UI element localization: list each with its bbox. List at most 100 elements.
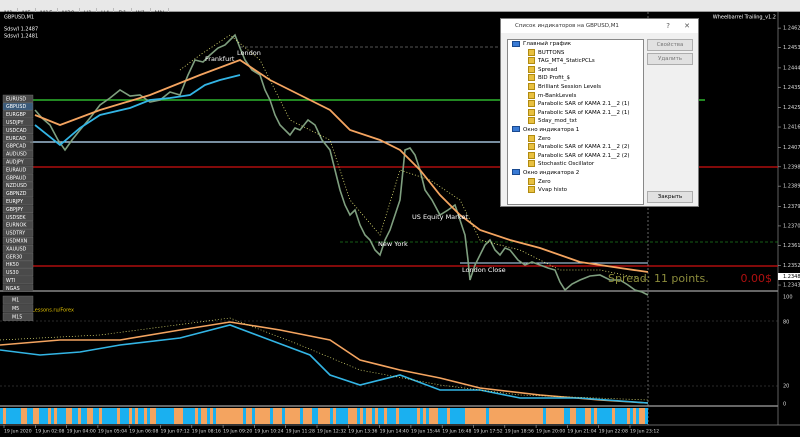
histogram-bar <box>219 408 222 424</box>
symbol-button[interactable]: GBPJPY <box>2 205 34 214</box>
histogram-bar <box>513 408 516 424</box>
symbol-button[interactable]: EURAUD <box>2 165 34 174</box>
histogram-bar <box>273 408 276 424</box>
histogram-bar <box>477 408 480 424</box>
histogram-bar <box>147 408 150 424</box>
symbol-button[interactable]: EURGBP <box>2 110 34 119</box>
symbol-button-bg <box>2 229 34 237</box>
tree-item[interactable]: Vvap histo <box>508 186 643 195</box>
tree-item[interactable]: Parabolic SAR of KAMA 2.1__2 (1) <box>508 100 643 109</box>
symbol-button[interactable]: US30 <box>2 268 34 277</box>
histogram-bar <box>339 408 342 424</box>
histogram-bar <box>471 408 474 424</box>
symbol-button[interactable]: USDJPY <box>2 118 34 127</box>
tree-item[interactable]: TAG_MT4_StaticPCLs <box>508 57 643 66</box>
symbol-button[interactable]: WTI <box>2 276 34 285</box>
dialog-button[interactable]: Удалить <box>647 53 693 65</box>
histogram-bar <box>42 408 45 424</box>
histogram-bar <box>627 408 630 424</box>
symbol-button[interactable]: EURCAD <box>2 134 34 142</box>
symbol-button[interactable]: GBPNZD <box>2 189 34 198</box>
item-icon <box>528 117 535 125</box>
histogram-bar <box>615 408 618 424</box>
current-price: 1.23487 <box>783 274 800 280</box>
tree-group[interactable]: Окно индикатора 1 <box>508 126 643 135</box>
tree-item[interactable]: Zero <box>508 134 643 144</box>
timeframe-chart-button[interactable]: M15 <box>2 312 34 321</box>
close-icon[interactable]: ✕ <box>684 22 690 30</box>
symbol-button[interactable]: USDCAD <box>2 126 34 134</box>
dialog-button[interactable]: Свойства <box>647 39 693 51</box>
symbol-button[interactable]: EURJPY <box>2 197 34 206</box>
histogram-bar <box>396 408 399 424</box>
tree-item[interactable]: Spread <box>508 65 643 75</box>
symbol-button[interactable]: GBPAUD <box>2 173 34 182</box>
histogram-bar <box>624 408 627 424</box>
histogram-bar <box>585 408 588 424</box>
histogram-bar <box>231 408 234 424</box>
histogram-bar <box>39 408 42 424</box>
histogram-bar <box>207 408 210 424</box>
tree-group[interactable]: Главный график <box>508 40 643 49</box>
symbol-button[interactable]: GBPCAD <box>2 142 34 150</box>
histogram-bar <box>78 408 81 424</box>
symbol-button[interactable]: USDSEK <box>2 213 34 221</box>
histogram-bar <box>561 408 564 424</box>
tree-item[interactable]: Brilliant Session Levels <box>508 82 643 92</box>
timeframe-chart-button[interactable]: M5 <box>2 304 34 313</box>
tree-item[interactable]: 5day_mod_txt <box>508 117 643 126</box>
symbol-button[interactable]: GBPUSD <box>2 102 34 111</box>
histogram-bar <box>633 408 636 424</box>
timeframe-chart-button[interactable]: M1 <box>2 295 34 304</box>
symbol-label: USDTRY <box>6 231 25 237</box>
symbol-button[interactable]: USDTRY <box>2 229 34 237</box>
tree-item[interactable]: Stochastic Oscillator <box>508 160 643 169</box>
dialog-title-bar: Список индикаторов на GBPUSD,M1 ? ✕ <box>501 19 698 33</box>
dialog-button[interactable]: Закрыть <box>647 191 693 203</box>
tree-item[interactable]: Parabolic SAR of KAMA 2.1__2 (1) <box>508 108 643 118</box>
time-label: 19 Jun 02:08 <box>35 429 64 435</box>
symbol-button-bg <box>2 157 34 166</box>
tree-item[interactable]: Zero <box>508 177 643 187</box>
symbol-button[interactable]: EURUSD <box>2 94 34 103</box>
timeframe-button-bg <box>2 295 34 304</box>
histogram-bar <box>213 408 216 424</box>
tree-item[interactable]: BUTTONS <box>508 48 643 58</box>
timeframe-button-bg <box>2 304 34 313</box>
symbol-button[interactable]: AUDUSD <box>2 150 34 158</box>
tree-group[interactable]: Окно индикатора 2 <box>508 169 643 178</box>
symbol-label: AUDJPY <box>6 160 24 166</box>
symbol-button[interactable]: AUDJPY <box>2 157 34 166</box>
histogram-bar <box>387 408 390 424</box>
tree-item[interactable]: Parabolic SAR of KAMA 2.1__2 (2) <box>508 151 643 161</box>
histogram-bar <box>630 408 633 424</box>
symbol-button[interactable]: EURNOK <box>2 221 34 229</box>
histogram-bar <box>192 408 195 424</box>
symbol-button[interactable]: GER30 <box>2 252 34 261</box>
tree-item[interactable]: BID Profit_$ <box>508 74 643 83</box>
histogram-bar <box>54 408 57 424</box>
histogram-bar <box>465 408 468 424</box>
tree-item[interactable]: m-BankLevels <box>508 91 643 101</box>
histogram-bar <box>450 408 453 424</box>
symbol-button[interactable]: XAUUSD <box>2 244 34 253</box>
y-tick-label: 1.23795 <box>783 204 800 210</box>
symbol-button[interactable]: NZDUSD <box>2 181 34 190</box>
histogram-bar <box>564 408 567 424</box>
help-button[interactable]: ? <box>666 22 670 30</box>
histogram-bar <box>342 408 345 424</box>
histogram-bar <box>456 408 459 424</box>
time-label: 19 Jun 06:08 <box>129 429 158 435</box>
timeframe-label: M15 <box>12 315 22 321</box>
histogram-bar <box>288 408 291 424</box>
histogram-bar <box>468 408 471 424</box>
symbol-button[interactable]: HK50 <box>2 260 34 269</box>
tree-item[interactable]: Parabolic SAR of KAMA 2.1__2 (2) <box>508 143 643 152</box>
histogram-bar <box>501 408 504 424</box>
symbol-label: NGAS <box>6 286 20 292</box>
item-icon <box>528 82 535 90</box>
symbol-label: EURGBP <box>6 112 26 118</box>
symbol-button[interactable]: USDMXN <box>2 236 34 245</box>
histogram-bar <box>24 408 27 424</box>
symbol-button[interactable]: NGAS <box>2 284 34 293</box>
